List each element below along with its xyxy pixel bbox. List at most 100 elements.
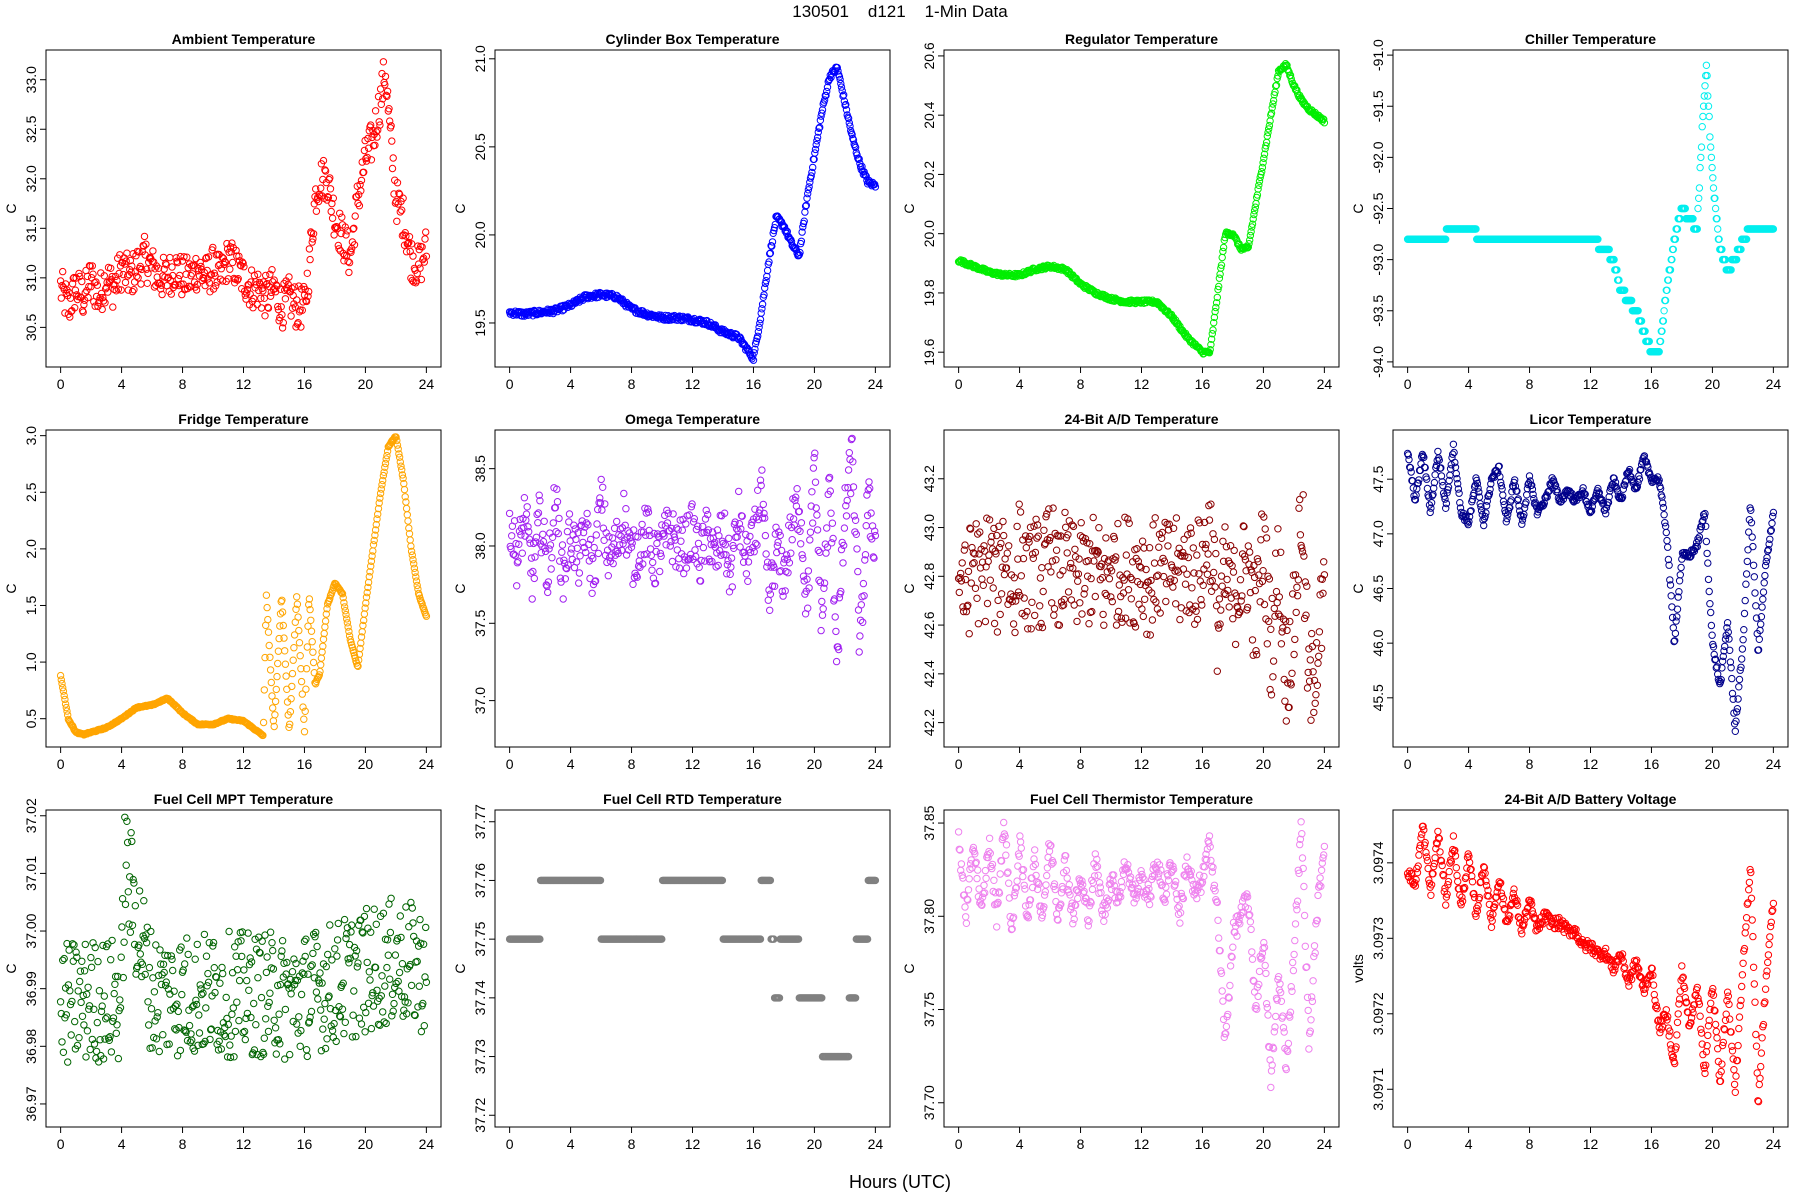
panel-title: Omega Temperature (625, 411, 760, 427)
data-point (1664, 543, 1672, 551)
data-point (1230, 546, 1238, 555)
data-point (1705, 112, 1713, 121)
data-point (803, 575, 811, 583)
data-point (266, 928, 275, 936)
data-point (130, 286, 138, 294)
y-tick-label: 20.0 (472, 221, 488, 248)
data-point (258, 937, 266, 945)
data-point (278, 937, 287, 945)
data-point (1229, 568, 1238, 576)
data-point (998, 563, 1006, 571)
data-point (1246, 588, 1255, 597)
data-point (1076, 599, 1084, 607)
y-tick-label: 42.4 (921, 660, 937, 687)
data-point (186, 283, 195, 291)
data-point (704, 526, 713, 534)
data-point (1212, 549, 1220, 558)
data-point (109, 1014, 118, 1022)
data-point (398, 471, 407, 479)
data-points (505, 63, 880, 364)
data-point (522, 510, 531, 518)
data-point (1045, 505, 1053, 513)
data-point (1287, 74, 1295, 83)
data-point (1169, 583, 1177, 591)
data-point (134, 274, 142, 282)
data-point (317, 654, 326, 662)
data-point (1315, 652, 1323, 660)
x-tick-label: 0 (506, 376, 514, 392)
data-point (1205, 349, 1214, 357)
data-point (568, 555, 576, 564)
data-point (1254, 185, 1262, 193)
data-point (844, 483, 852, 492)
data-point (819, 605, 827, 613)
data-point (352, 1032, 360, 1041)
y-tick-label: 38.5 (472, 455, 488, 482)
data-point (768, 242, 776, 250)
data-point (1016, 591, 1024, 600)
data-point (297, 285, 306, 293)
data-point (73, 953, 81, 961)
data-point (1026, 523, 1035, 531)
data-point (367, 156, 376, 164)
data-point (159, 960, 168, 968)
data-point (1544, 488, 1552, 496)
data-point (1115, 581, 1124, 589)
data-point (1050, 611, 1058, 619)
data-point (634, 562, 643, 570)
data-point (350, 224, 358, 233)
data-point (1279, 615, 1288, 623)
data-point (1260, 513, 1268, 521)
data-point (830, 595, 839, 603)
data-point (414, 1003, 422, 1011)
data-point (644, 508, 653, 516)
figure-title: 130501 d121 1-Min Data (792, 2, 1008, 21)
data-point (315, 979, 323, 987)
data-point (1725, 635, 1733, 643)
data-point (89, 270, 97, 278)
data-point (391, 983, 399, 992)
data-point (1040, 526, 1048, 534)
data-point (1318, 575, 1327, 583)
data-point (254, 974, 262, 982)
x-tick-label: 12 (1583, 376, 1599, 392)
data-point (1207, 341, 1215, 349)
data-point (1102, 534, 1110, 542)
data-point (177, 943, 185, 951)
data-point (961, 541, 969, 549)
data-point (826, 487, 834, 495)
data-point (1441, 495, 1449, 503)
data-point (746, 548, 755, 557)
data-point (349, 225, 357, 233)
data-point (245, 986, 253, 994)
data-point (864, 486, 872, 494)
data-point (811, 478, 820, 486)
data-point (1481, 512, 1489, 521)
data-point (1443, 489, 1451, 497)
data-point (1275, 593, 1284, 601)
data-point (294, 613, 302, 621)
data-point (409, 556, 417, 564)
data-point (365, 127, 373, 135)
data-point (405, 923, 413, 931)
data-point (1669, 245, 1678, 254)
data-point (1628, 296, 1636, 305)
data-point (364, 134, 372, 143)
data-point (1644, 469, 1653, 477)
data-point (67, 1031, 75, 1039)
data-point (302, 685, 310, 693)
data-point (1086, 608, 1095, 617)
data-point (1020, 594, 1028, 602)
data-point (1262, 142, 1270, 150)
data-point (1413, 485, 1421, 493)
data-point (1751, 589, 1759, 597)
data-point (394, 977, 402, 986)
data-point (1110, 535, 1119, 543)
data-point (1752, 614, 1761, 622)
data-point (1605, 245, 1613, 254)
data-point (338, 589, 346, 597)
data-point (840, 524, 849, 532)
data-point (355, 921, 363, 929)
data-point (1290, 650, 1298, 659)
